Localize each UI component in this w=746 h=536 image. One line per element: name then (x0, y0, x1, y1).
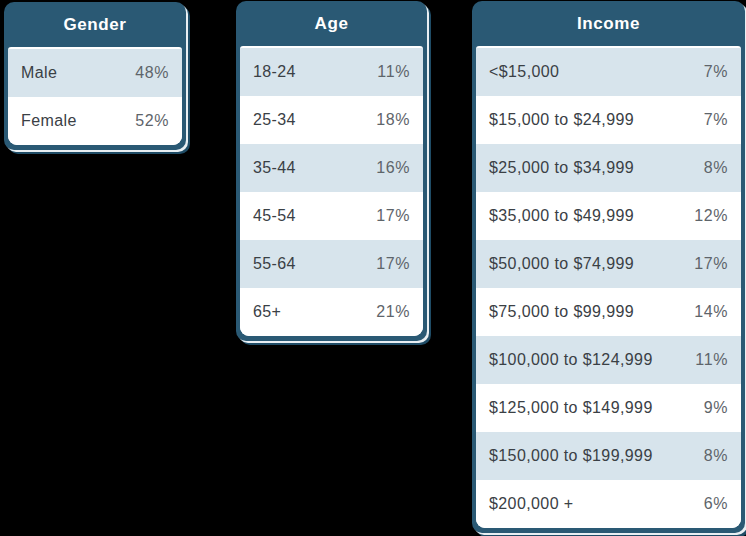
row-label: $50,000 to $74,999 (489, 255, 634, 273)
row-label: 45-54 (253, 207, 296, 225)
row-label: $125,000 to $149,999 (489, 399, 653, 417)
income-table-header: Income (476, 1, 741, 46)
income-table-title: Income (577, 14, 640, 34)
table-row: 45-54 17% (240, 192, 423, 240)
table-row: 65+ 21% (240, 288, 423, 336)
row-value: 17% (694, 255, 728, 273)
row-value: 8% (704, 447, 728, 465)
table-row: $25,000 to $34,999 8% (476, 144, 741, 192)
row-value: 17% (376, 255, 410, 273)
table-row: 35-44 16% (240, 144, 423, 192)
row-label: $150,000 to $199,999 (489, 447, 653, 465)
table-row: $50,000 to $74,999 17% (476, 240, 741, 288)
table-row: $125,000 to $149,999 9% (476, 384, 741, 432)
gender-table: Gender Male 48% Female 52% (4, 2, 186, 150)
row-value: 18% (376, 111, 410, 129)
demographics-board: Gender Male 48% Female 52% Age 18-24 11% 25-3… (0, 0, 746, 536)
row-label: $75,000 to $99,999 (489, 303, 634, 321)
table-row: Female 52% (8, 97, 182, 145)
row-label: Female (21, 112, 77, 130)
row-value: 6% (704, 495, 728, 513)
gender-table-header: Gender (8, 2, 182, 47)
table-row: 55-64 17% (240, 240, 423, 288)
age-table: Age 18-2411%25-3418%35-4416%45-5417%55-6… (236, 1, 427, 341)
gender-table-title: Gender (63, 15, 126, 35)
table-row: $35,000 to $49,999 12% (476, 192, 741, 240)
row-value: 17% (376, 207, 410, 225)
income-table-body: <$15,000 7% $15,000 to $24,999 7% $25,000 to… (476, 46, 741, 528)
row-label: 25-34 (253, 111, 296, 129)
row-value: 7% (704, 63, 728, 81)
table-row: $150,000 to $199,999 8% (476, 432, 741, 480)
table-row: $100,000 to $124,999 11% (476, 336, 741, 384)
row-label: 55-64 (253, 255, 296, 273)
row-label: 18-24 (253, 63, 296, 81)
table-row: $15,000 to $24,999 7% (476, 96, 741, 144)
row-label: <$15,000 (489, 63, 559, 81)
table-row: $75,000 to $99,999 14% (476, 288, 741, 336)
income-table: Income <$15,000 7% $15,000 to $24,999 7% $25… (472, 1, 745, 533)
age-table-body: 18-24 11% 25-34 18% 35-44 16% 45-54 17% 55-64 17%… (240, 46, 423, 336)
row-label: $100,000 to $124,999 (489, 351, 653, 369)
row-value: 52% (135, 112, 169, 130)
row-value: 8% (704, 159, 728, 177)
row-value: 14% (694, 303, 728, 321)
row-value: 7% (704, 111, 728, 129)
table-row: $200,000 + 6% (476, 480, 741, 528)
row-value: 48% (135, 64, 169, 82)
row-value: 16% (376, 159, 410, 177)
row-value: 21% (376, 303, 410, 321)
row-value: 11% (695, 351, 728, 369)
table-row: Male 48% (8, 49, 182, 97)
row-value: 9% (704, 399, 728, 417)
row-label: 65+ (253, 303, 281, 321)
table-row: 18-24 11% (240, 48, 423, 96)
row-label: 35-44 (253, 159, 296, 177)
row-label: $35,000 to $49,999 (489, 207, 634, 225)
age-table-title: Age (315, 14, 349, 34)
row-label: Male (21, 64, 57, 82)
gender-table-body: Male 48% Female 52% (8, 47, 182, 145)
age-table-header: Age (240, 1, 423, 46)
row-label: $15,000 to $24,999 (489, 111, 634, 129)
row-label: $200,000 + (489, 495, 574, 513)
row-value: 11% (377, 63, 410, 81)
row-label: $25,000 to $34,999 (489, 159, 634, 177)
row-value: 12% (694, 207, 728, 225)
table-row: 25-34 18% (240, 96, 423, 144)
table-row: <$15,000 7% (476, 48, 741, 96)
